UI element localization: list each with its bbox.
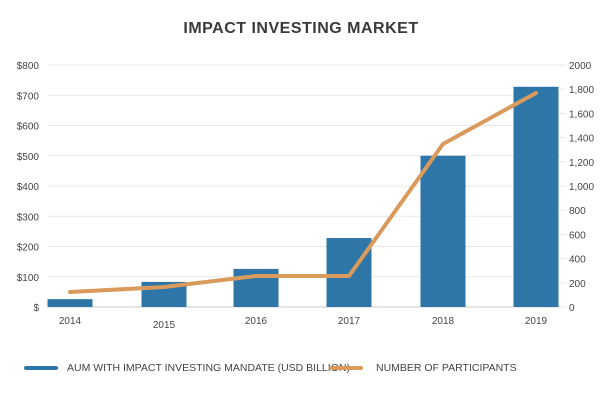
right-axis-tick: 1,000 <box>569 182 594 193</box>
right-axis-tick: 200 <box>569 279 586 290</box>
left-axis-tick: $200 <box>17 243 40 254</box>
x-axis-label-2018: 2018 <box>432 316 455 327</box>
legend-label-participants: NUMBER OF PARTICIPANTS <box>376 362 517 374</box>
participants-line <box>68 90 538 294</box>
legend-item-participants: NUMBER OF PARTICIPANTS <box>329 362 517 374</box>
right-axis-tick: 1,800 <box>569 85 594 96</box>
chart-title: IMPACT INVESTING MARKET <box>183 20 419 37</box>
left-axis-tick: $700 <box>17 91 40 102</box>
left-axis-tick: $400 <box>17 182 40 193</box>
right-axis-tick: 1,600 <box>569 109 594 120</box>
x-axis-label-2019: 2019 <box>525 316 548 327</box>
right-axis-tick: 1,400 <box>569 134 594 145</box>
right-axis-tick: 2000 <box>569 61 592 72</box>
left-axis-tick: $ <box>33 303 39 314</box>
bar-2014 <box>47 299 93 307</box>
x-axis-label-2017: 2017 <box>338 316 361 327</box>
x-axis-label-2015: 2015 <box>153 320 176 331</box>
right-axis-tick: 0 <box>569 303 575 314</box>
right-axis-tick: 600 <box>569 230 586 241</box>
combo-chart: $ $100 $200 $300 $400 $500 $600 $700 $800 0 200 400… <box>17 61 595 331</box>
right-axis-tick: 1,200 <box>569 158 594 169</box>
x-axis-label-2014: 2014 <box>59 316 82 327</box>
chart-legend: AUM WITH IMPACT INVESTING MANDATE (USD B… <box>0 362 602 382</box>
left-axis-tick: $100 <box>17 273 40 284</box>
legend-bar-swatch-icon <box>24 366 58 370</box>
left-axis-tick: $800 <box>17 61 40 72</box>
left-axis-tick: $300 <box>17 212 40 223</box>
right-axis-tick: 400 <box>569 255 586 266</box>
x-axis-label-2016: 2016 <box>245 316 268 327</box>
bar-2017 <box>326 238 372 307</box>
right-axis-tick: 800 <box>569 206 586 217</box>
left-axis-tick: $600 <box>17 122 40 133</box>
legend-label-aum: AUM WITH IMPACT INVESTING MANDATE (USD B… <box>67 362 350 374</box>
bar-2018 <box>420 155 466 307</box>
left-axis-tick: $500 <box>17 152 40 163</box>
legend-line-swatch-icon <box>329 366 363 370</box>
legend-item-aum: AUM WITH IMPACT INVESTING MANDATE (USD B… <box>24 362 350 374</box>
bar-2019 <box>513 86 559 307</box>
